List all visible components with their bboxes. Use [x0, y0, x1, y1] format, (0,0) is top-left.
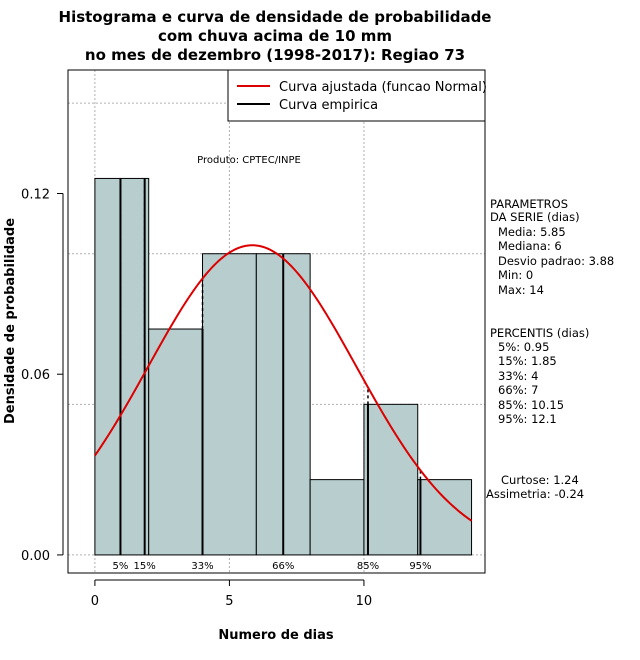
- axes: 0.00 0.06 0.12 0 5 10: [21, 187, 372, 609]
- chart-title-line-3: no mes de dezembro (1998-2017): Regiao 7…: [85, 46, 465, 64]
- fitted-curve: [94, 244, 473, 522]
- percentile-label-1: 15%: [134, 561, 156, 572]
- y-tick-label-2: 0.12: [21, 187, 50, 202]
- percentile-label-2: 33%: [191, 561, 213, 572]
- y-tick-label-0: 0.00: [21, 549, 50, 564]
- percentil-66: 66%: 7: [498, 383, 538, 397]
- chart-title-line-1: Histograma e curva de densidade de proba…: [59, 8, 492, 26]
- percentil-95: 95%: 12.1: [498, 412, 557, 426]
- histogram-bar-2: [202, 253, 257, 556]
- percentil-15: 15%: 1.85: [498, 354, 557, 368]
- chart-title-line-2: com chuva acima de 10 mm: [158, 27, 392, 45]
- histogram-bar-5: [363, 403, 419, 556]
- percentile-label-3: 66%: [272, 561, 294, 572]
- skewness: Assimetria: -0.24: [486, 487, 584, 501]
- x-tick-label-0: 0: [91, 594, 99, 609]
- parameters-title-2: DA SERIE (dias): [490, 210, 580, 224]
- histogram-bar-1: [148, 328, 204, 556]
- credit-text: Produto: CPTEC/INPE: [197, 155, 301, 166]
- percentil-85: 85%: 10.15: [498, 398, 564, 412]
- percentile-markers: 5% 15% 33% 66% 85% 95%: [113, 178, 432, 572]
- legend-label-empirical: Curva empirica: [279, 98, 378, 113]
- normal-curve-line: [94, 244, 473, 522]
- percentis-panel: PERCENTIS (dias) 5%: 0.95 15%: 1.85 33%:…: [490, 326, 589, 426]
- percentile-label-0: 5%: [113, 561, 129, 572]
- kurtosis: Curtose: 1.24: [501, 473, 579, 487]
- x-axis-label: Numero de dias: [218, 628, 334, 643]
- histogram-bar-6: [417, 479, 473, 556]
- parameters-panel: PARAMETROS DA SERIE (dias) Media: 5.85 M…: [490, 197, 614, 297]
- parameter-min: Min: 0: [498, 268, 533, 282]
- percentis-title: PERCENTIS (dias): [490, 326, 589, 340]
- legend-box: [227, 69, 486, 122]
- histogram-bar-0: [94, 177, 150, 556]
- legend-label-fitted: Curva ajustada (funcao Normal): [279, 80, 487, 95]
- shape-panel: Curtose: 1.24 Assimetria: -0.24: [486, 473, 584, 501]
- x-tick-label-2: 10: [356, 594, 373, 609]
- legend: Curva ajustada (funcao Normal) Curva emp…: [227, 69, 487, 122]
- x-tick-label-1: 5: [225, 594, 233, 609]
- parameter-mean: Media: 5.85: [498, 225, 566, 239]
- parameter-max: Max: 14: [498, 283, 544, 297]
- y-axis-label: Densidade de probabilidade: [3, 218, 18, 424]
- y-tick-label-1: 0.06: [21, 368, 50, 383]
- percentile-label-5: 95%: [409, 561, 431, 572]
- percentil-33: 33%: 4: [498, 369, 538, 383]
- parameter-sd: Desvio padrao: 3.88: [498, 254, 614, 268]
- percentil-5: 5%: 0.95: [498, 340, 549, 354]
- parameter-median: Mediana: 6: [498, 239, 562, 253]
- percentile-label-4: 85%: [357, 561, 379, 572]
- histogram-bar-4: [309, 479, 365, 556]
- parameters-title-1: PARAMETROS: [490, 197, 568, 211]
